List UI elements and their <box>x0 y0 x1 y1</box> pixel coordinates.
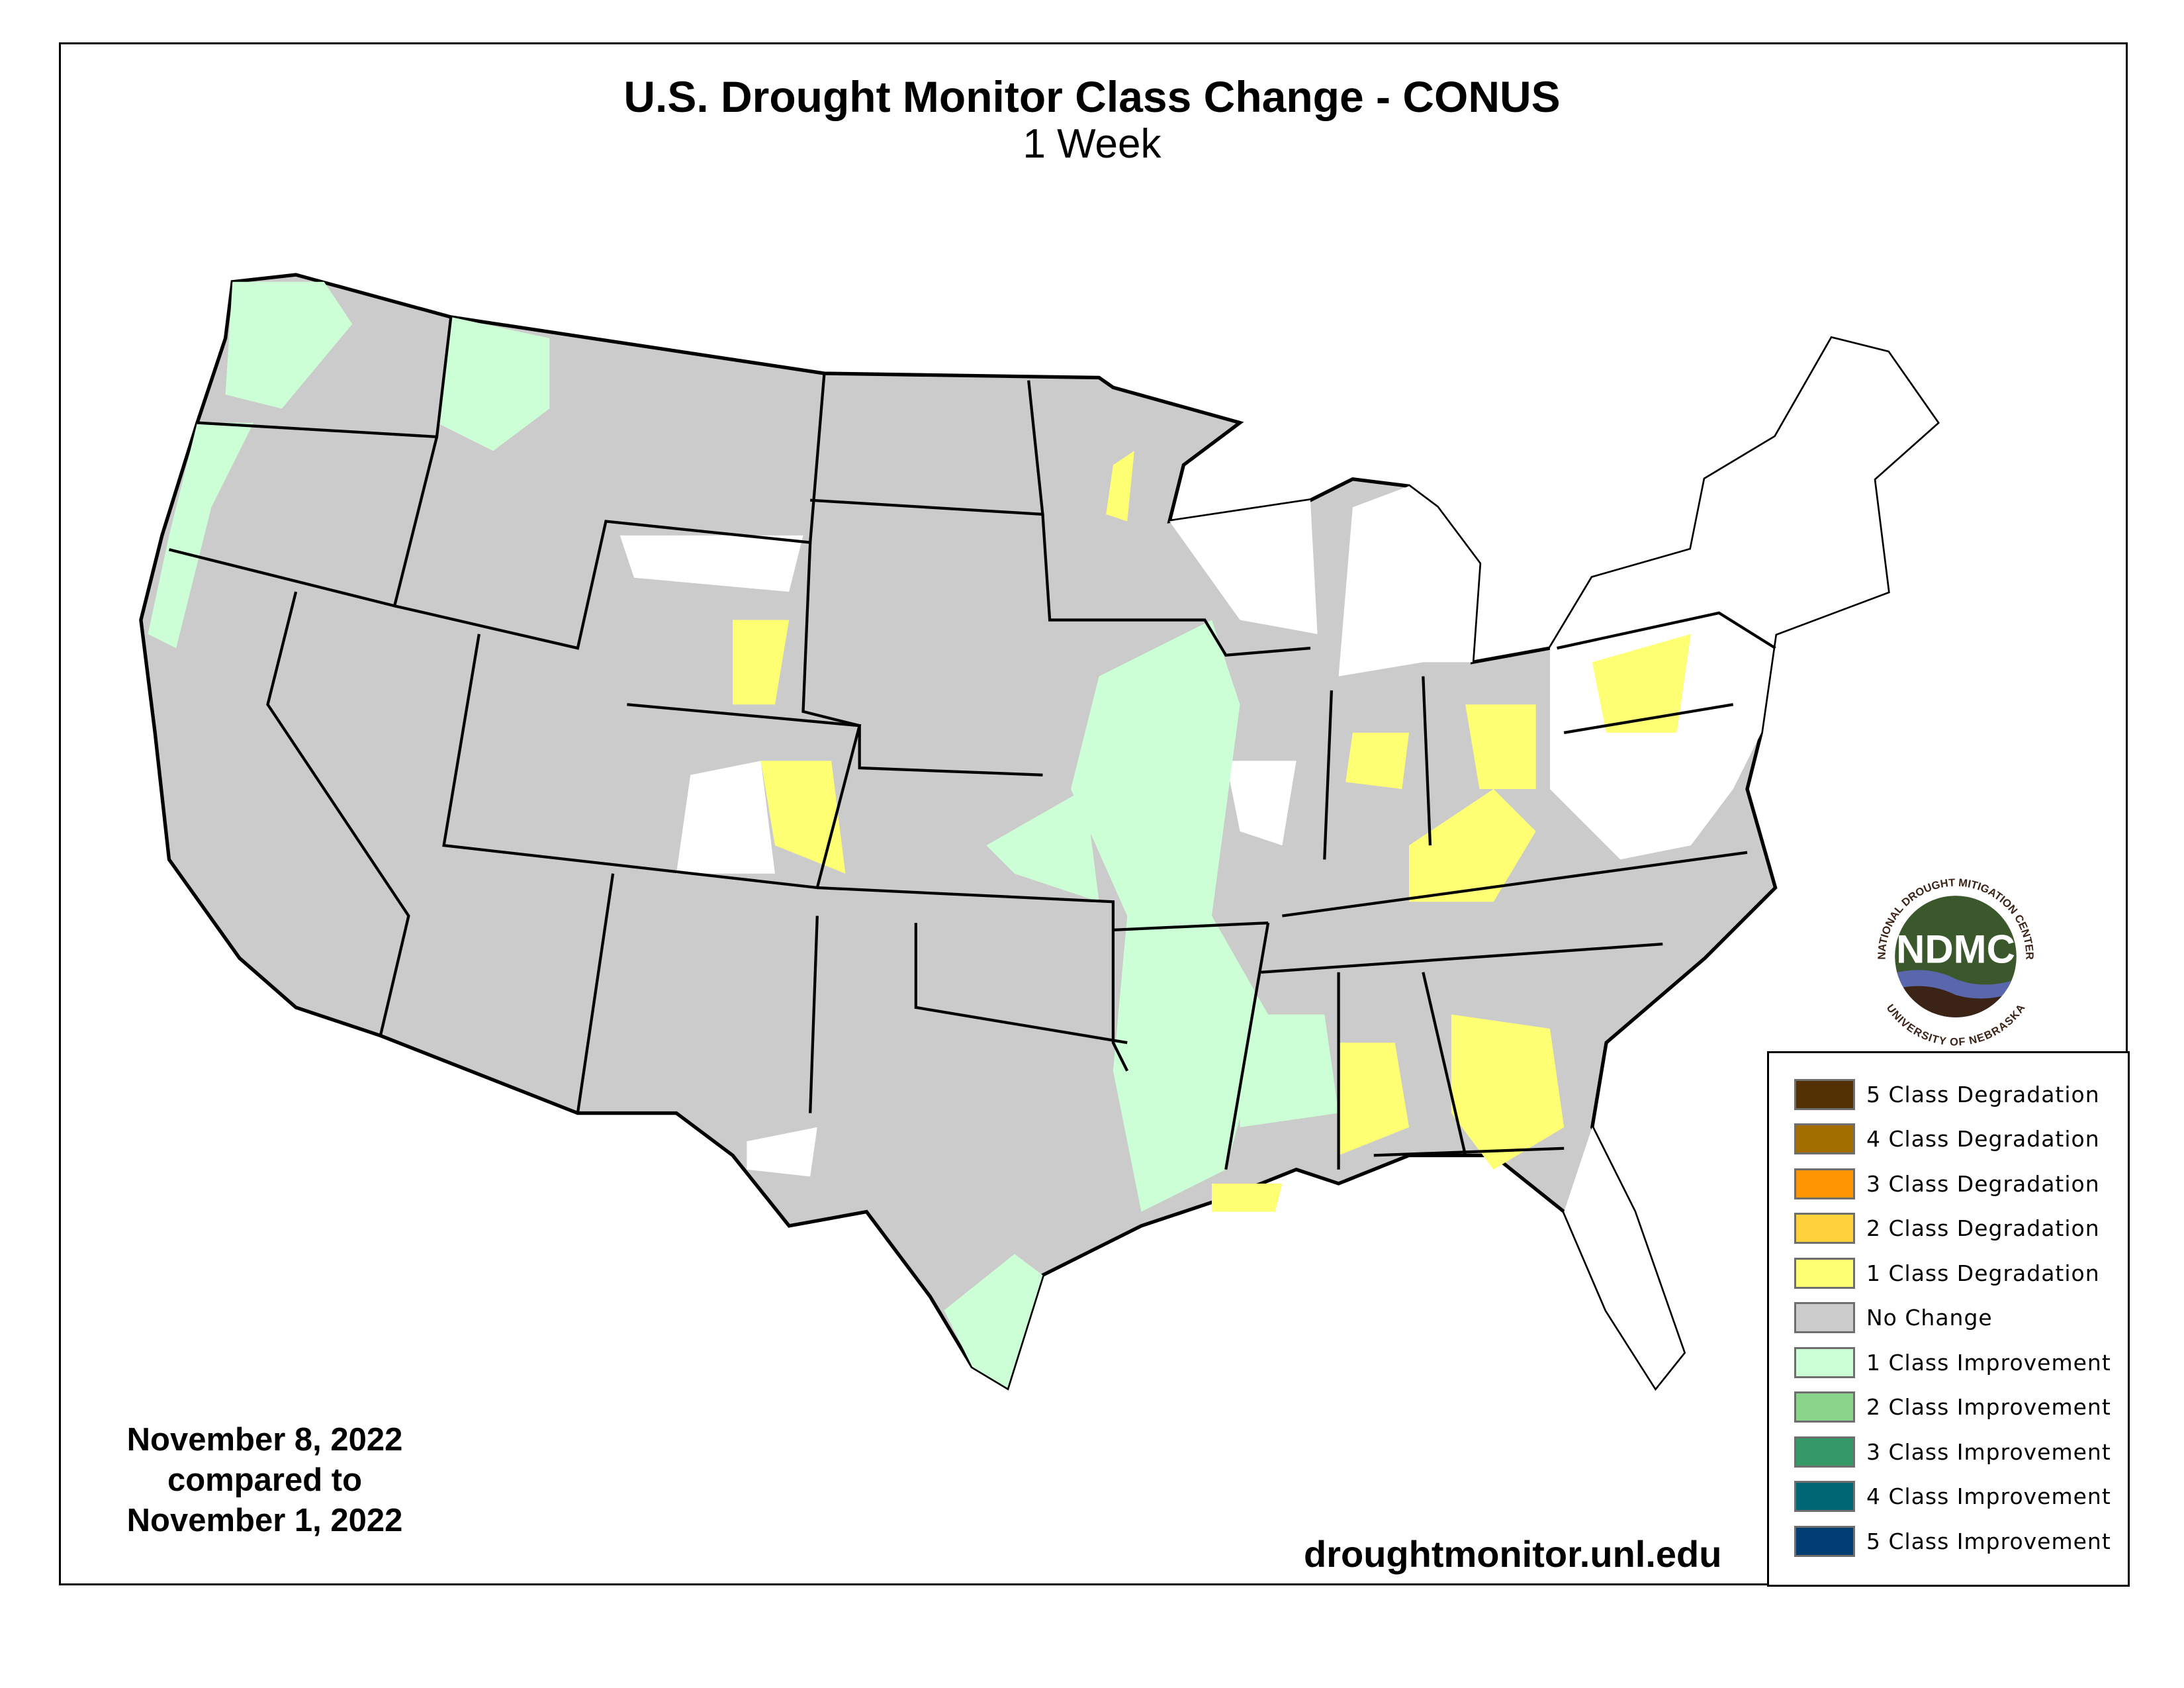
ndmc-logo: NDMC NATIONAL DROUGHT MITIGATION CENTER … <box>1876 877 2036 1049</box>
logo-text: NDMC <box>1896 927 2015 972</box>
legend-item: 4 Class Improvement <box>1794 1479 2111 1514</box>
date-comparison: November 8, 2022 compared to November 1,… <box>99 1420 430 1541</box>
legend-item: No Change <box>1794 1301 1993 1335</box>
degradation-areas <box>733 451 1691 1212</box>
legend-swatch <box>1794 1525 1855 1557</box>
legend-item: 2 Class Degradation <box>1794 1211 2100 1246</box>
map-frame <box>59 42 2128 1585</box>
website-url: droughtmonitor.unl.edu <box>1304 1533 1722 1575</box>
legend-item: 1 Class Degradation <box>1794 1256 2100 1290</box>
map-subtitle: 1 Week <box>1023 121 1161 167</box>
legend-label: 5 Class Improvement <box>1866 1528 2111 1554</box>
legend-item: 3 Class Improvement <box>1794 1434 2111 1469</box>
legend-label: 1 Class Improvement <box>1866 1349 2111 1376</box>
legend-item: 1 Class Improvement <box>1794 1345 2111 1380</box>
map-title: U.S. Drought Monitor Class Change - CONU… <box>623 72 1561 121</box>
current-date: November 8, 2022 <box>126 1422 403 1458</box>
improvement-areas <box>148 281 1339 1388</box>
legend-label: 2 Class Improvement <box>1866 1394 2111 1420</box>
previous-date: November 1, 2022 <box>126 1503 403 1538</box>
legend: 5 Class Degradation 4 Class Degradation 3 … <box>1767 1051 2130 1587</box>
legend-swatch <box>1794 1257 1855 1289</box>
legend-label: 3 Class Degradation <box>1866 1170 2100 1197</box>
compared-to-label: compared to <box>167 1462 363 1498</box>
legend-label: 1 Class Degradation <box>1866 1260 2100 1286</box>
state-borders <box>168 316 1776 1170</box>
legend-item: 5 Class Degradation <box>1794 1077 2100 1111</box>
legend-swatch <box>1794 1168 1855 1199</box>
legend-swatch <box>1794 1346 1855 1378</box>
legend-swatch <box>1794 1213 1855 1244</box>
legend-label: 4 Class Improvement <box>1866 1483 2111 1509</box>
legend-item: 4 Class Degradation <box>1794 1122 2100 1156</box>
legend-item: 2 Class Improvement <box>1794 1390 2111 1425</box>
legend-label: 3 Class Improvement <box>1866 1438 2111 1465</box>
legend-item: 3 Class Degradation <box>1794 1166 2100 1201</box>
legend-label: 4 Class Degradation <box>1866 1126 2100 1152</box>
legend-label: No Change <box>1866 1305 1993 1331</box>
legend-swatch <box>1794 1436 1855 1468</box>
legend-label: 5 Class Degradation <box>1866 1081 2100 1107</box>
legend-swatch <box>1794 1391 1855 1423</box>
legend-swatch <box>1794 1123 1855 1154</box>
legend-label: 2 Class Degradation <box>1866 1215 2100 1241</box>
legend-swatch <box>1794 1302 1855 1333</box>
legend-swatch <box>1794 1481 1855 1512</box>
legend-item: 5 Class Improvement <box>1794 1524 2111 1558</box>
legend-swatch <box>1794 1078 1855 1110</box>
